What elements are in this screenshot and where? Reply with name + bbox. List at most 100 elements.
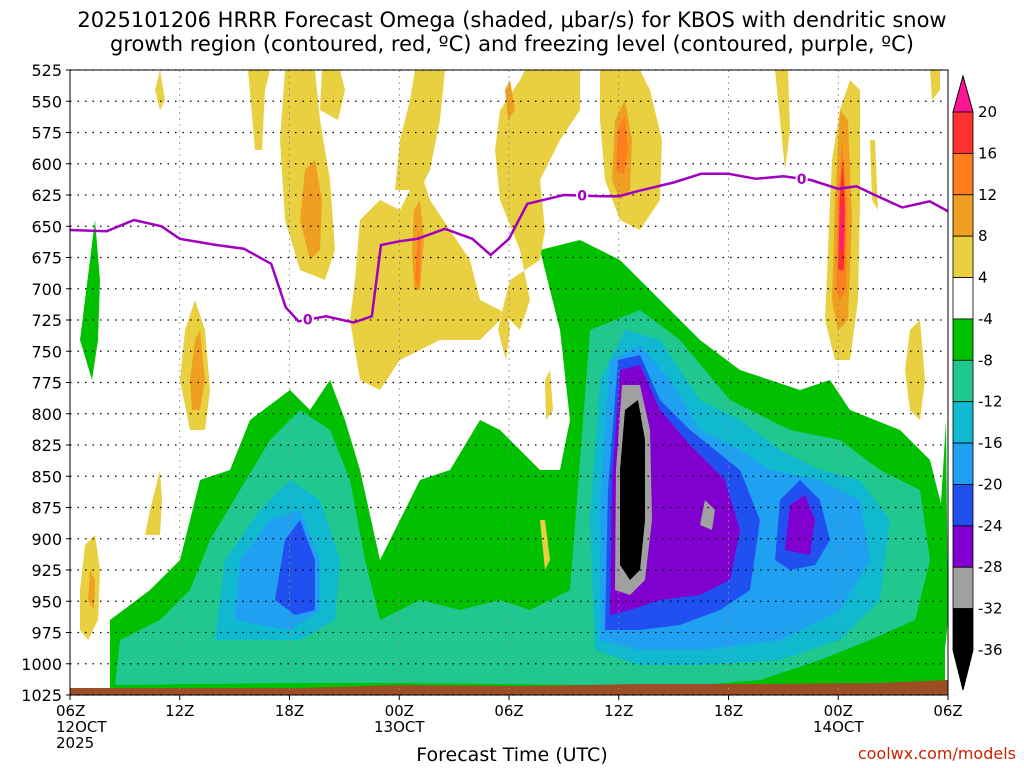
y-tick-label: 775: [31, 374, 62, 393]
omega-contour-region: [320, 70, 345, 120]
omega-contour-region: [840, 200, 843, 250]
omega-contour-region: [940, 420, 948, 660]
x-tick-label: 18Z: [275, 702, 304, 720]
omega-contour-region: [498, 300, 510, 360]
colorbar-segment: [952, 608, 974, 651]
colorbar-label: 4: [978, 269, 988, 287]
omega-contour-region: [505, 80, 515, 120]
colorbar-segment: [952, 566, 974, 610]
x-tick-label: 2025: [56, 734, 94, 752]
x-tick-label: 12OCT: [56, 718, 107, 736]
y-tick-label: 875: [31, 499, 62, 518]
grid-lines: [70, 69, 948, 696]
omega-contour-region: [190, 330, 205, 410]
colorbar-segment: [952, 277, 974, 320]
x-tick-label: 14OCT: [813, 718, 864, 736]
y-tick-label: 600: [31, 155, 62, 174]
y-axis: 525 550 575 600 625 650 675 700 725 750 775 800 825 8…: [21, 61, 70, 705]
freezing-level-label: 0: [303, 313, 313, 329]
colorbar-label: 8: [978, 227, 988, 245]
x-tick-label: 06Z: [56, 702, 85, 720]
omega-contour-region: [80, 220, 100, 380]
omega-shading: [80, 70, 948, 690]
colorbar-label: -32: [978, 600, 1003, 618]
colorbar-label: -24: [978, 517, 1003, 535]
y-tick-label: 675: [31, 249, 62, 268]
colorbar-label: -20: [978, 475, 1003, 493]
colorbar-label: -4: [978, 310, 993, 328]
chart-title-line-2: growth region (contoured, red, ºC) and f…: [110, 32, 914, 56]
x-tick-label: 13OCT: [374, 718, 425, 736]
colorbar-segment: [952, 401, 974, 444]
x-tick-label: 06Z: [933, 702, 962, 720]
y-tick-label: 925: [31, 561, 62, 580]
omega-contour-region: [415, 230, 421, 290]
freezing-level-label-bg: [795, 170, 808, 186]
y-tick-label: 750: [31, 342, 62, 361]
omega-contour-region: [700, 500, 715, 530]
colorbar-bottom-arrow: [952, 649, 974, 691]
y-tick-label: 975: [31, 624, 62, 643]
colorbar-label: -36: [978, 641, 1003, 659]
omega-contour-region: [540, 520, 550, 570]
colorbar-segment: [952, 152, 974, 196]
x-tick-label: 12Z: [165, 702, 194, 720]
omega-contour-region: [350, 70, 580, 390]
omega-contour-region: [395, 70, 445, 190]
colorbar-segment: [952, 194, 974, 237]
omega-contour-region: [145, 470, 162, 535]
colorbar-segment: [952, 442, 974, 485]
y-tick-label: 950: [31, 592, 62, 611]
y-tick-label: 825: [31, 436, 62, 455]
omega-contour-region: [545, 370, 553, 420]
omega-contour-region: [785, 495, 815, 555]
y-tick-label: 800: [31, 405, 62, 424]
colorbar-label: -12: [978, 393, 1003, 411]
colorbar-label: -28: [978, 558, 1003, 576]
freezing-level-label: 0: [797, 172, 807, 188]
omega-contour-region: [300, 160, 322, 260]
colorbar-segment: [952, 525, 974, 568]
y-tick-label: 625: [31, 186, 62, 205]
ground-fill: [70, 680, 948, 695]
y-tick-label: 575: [31, 124, 62, 143]
omega-contour-region: [248, 70, 270, 150]
y-tick-label: 900: [31, 530, 62, 549]
x-tick-label: 00Z: [385, 702, 414, 720]
y-tick-label: 850: [31, 467, 62, 486]
y-tick-label: 550: [31, 92, 62, 111]
y-tick-label: 700: [31, 280, 62, 299]
omega-contour-region: [155, 70, 165, 110]
x-axis-label: Forecast Time (UTC): [416, 744, 608, 766]
site-credit-link[interactable]: coolwx.com/models: [857, 744, 1016, 763]
colorbar-segment: [952, 235, 974, 278]
y-tick-label: 525: [31, 61, 62, 80]
freezing-level-line: [70, 172, 948, 324]
y-tick-label: 725: [31, 311, 62, 330]
x-tick-label: 18Z: [714, 702, 743, 720]
omega-contour-region: [930, 70, 940, 100]
colorbar-label: 12: [978, 186, 997, 204]
colorbar-segment: [952, 111, 974, 154]
omega-contour-region: [775, 70, 790, 170]
chart-title-line-1: 2025101206 HRRR Forecast Omega (shaded, …: [77, 8, 947, 32]
colorbar-label: 20: [978, 103, 997, 121]
ground-surface: [70, 680, 948, 695]
omega-contour-region: [905, 320, 925, 420]
colorbar-label: -8: [978, 351, 993, 369]
x-tick-label: 12Z: [604, 702, 633, 720]
freezing-level-label: 0: [577, 189, 587, 205]
colorbar-segment: [952, 359, 974, 403]
freezing-level-contour: 0 0 0: [70, 170, 948, 329]
freezing-level-label-bg: [301, 311, 314, 327]
x-tick-label: 00Z: [824, 702, 853, 720]
y-tick-label: 650: [31, 217, 62, 236]
x-tick-label: 06Z: [494, 702, 523, 720]
colorbar-segment: [952, 484, 974, 527]
omega-contour-region: [620, 400, 645, 580]
colorbar: 20 16 12 8 4 -4 -8 -12 -16 -20 -24 -28 -32 -36: [952, 74, 1003, 691]
colorbar-segment: [952, 318, 974, 361]
colorbar-label: -16: [978, 434, 1003, 452]
